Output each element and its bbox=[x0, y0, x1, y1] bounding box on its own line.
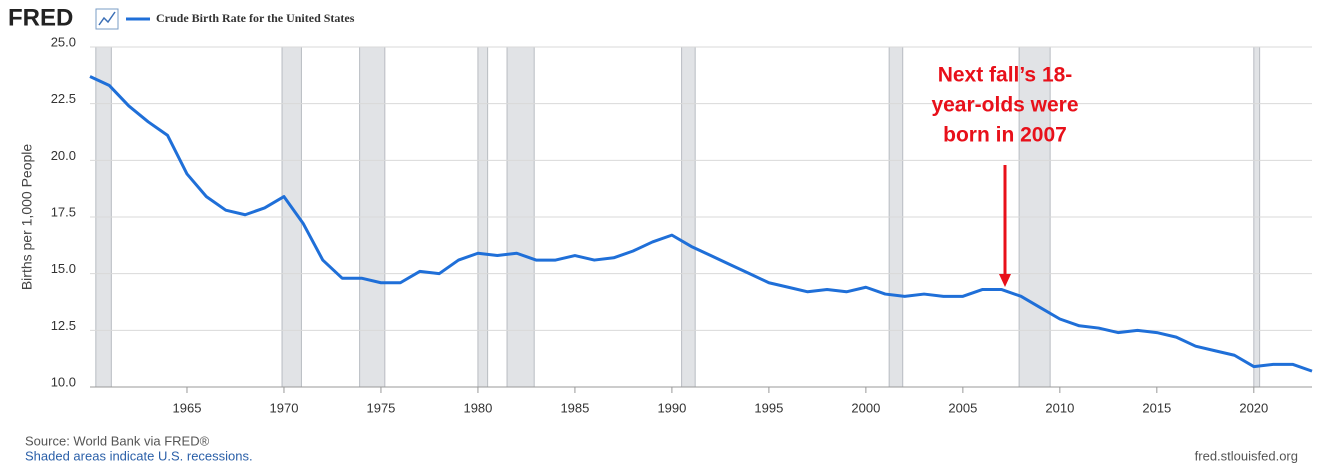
y-tick-label: 25.0 bbox=[51, 34, 76, 49]
x-tick-label: 1965 bbox=[173, 400, 202, 415]
annotation: born in 2007 bbox=[943, 124, 1067, 147]
x-tick-label: 1980 bbox=[463, 400, 492, 415]
plot-area: 10.0 12.5 15.0 17.5 20.0 22.5 25.0 1965 1970 1975… bbox=[51, 34, 1313, 415]
x-tick-label: 1985 bbox=[560, 400, 589, 415]
source: Source: World Bank via FRED® bbox=[25, 433, 210, 448]
x-tick-label: 2020 bbox=[1239, 400, 1268, 415]
annotation: Next fall’s 18- bbox=[938, 64, 1073, 87]
x-tick-label: 2000 bbox=[851, 400, 880, 415]
x-tick-label: 1970 bbox=[270, 400, 299, 415]
y-tick-label: 12.5 bbox=[51, 318, 76, 333]
x-tick-label: 2010 bbox=[1045, 400, 1074, 415]
x-tick-label: 2005 bbox=[948, 400, 977, 415]
data-line bbox=[89, 75, 1313, 373]
logo: FRED bbox=[8, 4, 73, 31]
y-axis-label: Births per 1,000 People bbox=[19, 144, 35, 291]
site[interactable]: fred.stlouisfed.org bbox=[1195, 448, 1298, 463]
y-tick-label: 22.5 bbox=[51, 91, 76, 106]
legend-label: Crude Birth Rate for the United States bbox=[156, 11, 355, 25]
x-tick-label: 1975 bbox=[366, 400, 395, 415]
recession-note[interactable]: Shaded areas indicate U.S. recessions. bbox=[25, 448, 253, 463]
x-tick-label: 1990 bbox=[657, 400, 686, 415]
x-tick-label: 1995 bbox=[754, 400, 783, 415]
y-tick-label: 15.0 bbox=[51, 261, 76, 276]
logo-icon bbox=[95, 8, 119, 30]
annotation-arrow bbox=[999, 165, 1011, 287]
y-tick-label: 17.5 bbox=[51, 204, 76, 219]
y-tick-label: 10.0 bbox=[51, 374, 76, 389]
annotation: year-olds were bbox=[931, 94, 1078, 117]
x-tick-label: 2015 bbox=[1142, 400, 1171, 415]
y-tick-label: 20.0 bbox=[51, 148, 76, 163]
